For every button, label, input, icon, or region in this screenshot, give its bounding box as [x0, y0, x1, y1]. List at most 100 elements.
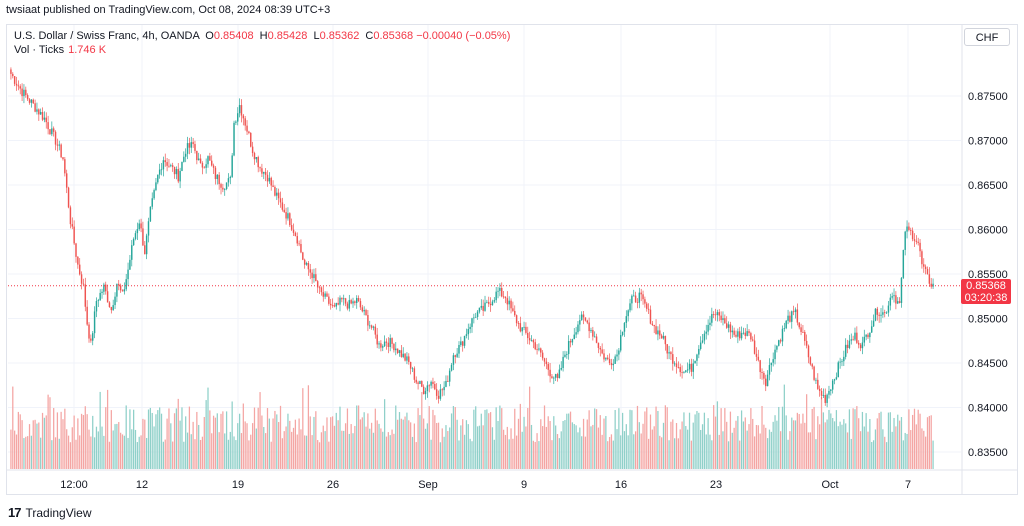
candle-body: [439, 389, 442, 399]
candle-body: [93, 311, 96, 334]
volume-bar: [763, 424, 765, 469]
volume-bar: [850, 438, 852, 469]
candle-body: [802, 331, 804, 333]
candle-body: [491, 301, 494, 306]
volume-bar: [123, 435, 125, 469]
volume-bar: [237, 423, 239, 469]
candle-body: [365, 309, 367, 316]
volume-bar: [757, 425, 759, 469]
volume-bar: [848, 409, 851, 469]
volume-bar: [687, 429, 689, 469]
candle-body: [484, 302, 486, 311]
candle-body: [891, 296, 893, 298]
time-tick-label: 7: [905, 479, 911, 491]
candle-body: [554, 374, 557, 378]
candle-body: [709, 322, 711, 326]
volume-bar: [925, 436, 927, 469]
candle-body: [856, 332, 858, 343]
chart-frame[interactable]: [6, 24, 1018, 495]
volume-bar: [231, 401, 233, 469]
candle-body: [309, 269, 311, 273]
candle-body: [69, 207, 72, 225]
candle-body: [218, 174, 220, 185]
volume-bar: [592, 424, 594, 469]
volume-bar: [103, 435, 105, 469]
volume-bar: [361, 417, 363, 469]
candle-body: [465, 334, 468, 336]
candle-body: [878, 314, 880, 316]
volume-bar: [623, 431, 626, 469]
volume-bar: [488, 413, 490, 469]
candle-body: [499, 287, 501, 291]
volume-value: 1.746 K: [68, 44, 107, 56]
volume-bar: [201, 436, 204, 469]
volume-bar: [657, 410, 659, 469]
volume-bar: [908, 409, 910, 469]
candle-body: [575, 332, 577, 335]
price-tick-label: 0.87500: [968, 91, 1008, 103]
candle-body: [660, 335, 663, 339]
candle-body: [279, 198, 282, 203]
volume-bar: [625, 424, 627, 469]
volume-bar: [714, 416, 717, 469]
volume-bar: [101, 426, 103, 469]
volume-bar: [462, 419, 464, 469]
candle-body: [359, 301, 362, 308]
volume-bar: [12, 386, 14, 469]
volume-bar: [439, 442, 442, 469]
volume-bar: [610, 434, 613, 469]
candle-body: [147, 221, 150, 236]
currency-button[interactable]: CHF: [964, 28, 1010, 46]
candle-body: [287, 213, 289, 219]
candle-body: [735, 334, 737, 337]
volume-bar: [134, 429, 137, 469]
volume-bar: [677, 438, 679, 469]
volume-bar: [885, 442, 888, 469]
volume-bar: [382, 431, 384, 469]
volume-bar: [441, 428, 443, 469]
candle-body: [227, 178, 230, 183]
candle-body: [158, 169, 161, 175]
volume-bar: [527, 408, 529, 469]
volume-bar: [10, 429, 12, 469]
tradingview-footer[interactable]: 17 TradingView: [8, 505, 92, 520]
volume-bar: [49, 397, 51, 469]
volume-bar: [270, 441, 272, 469]
volume-bar: [568, 413, 570, 469]
volume-bar: [248, 440, 250, 469]
volume-bar: [23, 438, 25, 469]
candle-body: [382, 346, 384, 348]
volume-bar: [911, 414, 914, 469]
volume-bar: [173, 413, 176, 469]
candle-body: [486, 301, 488, 303]
candle-body: [874, 308, 877, 321]
symbol-legend[interactable]: U.S. Dollar / Swiss Franc, 4h, OANDA O0.…: [14, 30, 510, 42]
volume-bar: [861, 411, 864, 469]
candle-body: [833, 379, 836, 381]
candle-body: [586, 320, 588, 323]
volume-bar: [594, 408, 596, 469]
volume-bar: [105, 407, 107, 469]
candle-body: [681, 372, 683, 373]
volume-bar: [348, 433, 350, 469]
volume-bar: [802, 413, 804, 469]
candle-body: [588, 322, 590, 332]
candle-body: [610, 363, 613, 366]
candle-body: [395, 348, 397, 351]
candle-body: [421, 381, 423, 387]
candle-body: [573, 334, 575, 339]
candle-body: [255, 157, 258, 160]
volume-bar: [168, 408, 170, 469]
candle-body: [653, 324, 655, 327]
volume-bar: [700, 429, 702, 469]
volume-bar: [889, 412, 891, 469]
volume-bar: [926, 417, 929, 469]
candle-body: [590, 330, 592, 332]
volume-bar: [211, 433, 213, 469]
candle-body: [229, 176, 232, 179]
candle-body: [528, 338, 531, 341]
candle-body: [850, 339, 852, 341]
volume-bar: [192, 421, 194, 469]
volume-legend[interactable]: Vol · Ticks 1.746 K: [14, 44, 106, 56]
